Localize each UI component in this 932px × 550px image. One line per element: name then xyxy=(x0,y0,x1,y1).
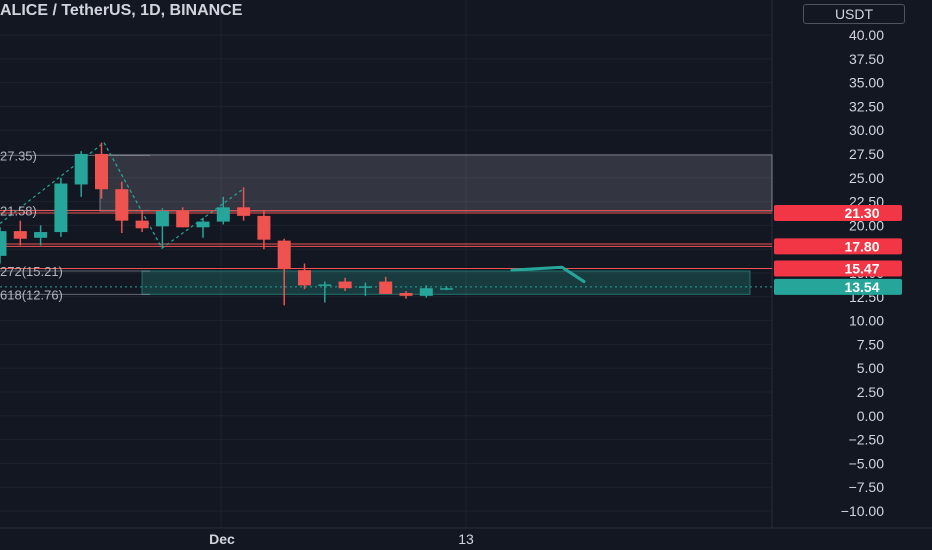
candle-body xyxy=(155,211,169,227)
zones xyxy=(0,154,773,295)
y-tick-label: 5.00 xyxy=(857,360,884,376)
candle-body xyxy=(196,221,210,228)
candle-body xyxy=(318,284,332,286)
y-tick-label: 35.00 xyxy=(849,75,884,91)
y-tick-label: −2.50 xyxy=(849,432,885,448)
price-labels: 21.30 17.80 15.47 13.54 xyxy=(774,205,902,295)
fib-label: 21.58) xyxy=(0,203,37,218)
y-tick-label: 37.50 xyxy=(849,51,884,67)
candle-body xyxy=(74,154,88,185)
y-tick-label: 32.50 xyxy=(849,98,884,114)
price-label-text: 13.54 xyxy=(844,279,879,295)
candle-body xyxy=(13,231,27,239)
candle-body xyxy=(115,189,129,221)
candle-body xyxy=(358,286,372,288)
fib-label: 27.35) xyxy=(0,148,37,163)
price-label-text: 15.47 xyxy=(844,261,879,277)
x-tick-label: 13 xyxy=(458,531,474,547)
price-label-bg xyxy=(774,205,902,222)
price-label-bg xyxy=(774,238,902,255)
y-tick-label: 20.00 xyxy=(849,217,884,233)
price-label-bg xyxy=(774,260,902,277)
fib-label: 618(12.76) xyxy=(0,287,63,302)
zone-box xyxy=(99,154,773,212)
candle-body xyxy=(216,207,230,222)
y-tick-label: −10.00 xyxy=(841,503,884,519)
candle-body xyxy=(95,154,108,190)
fib-labels: 27.35) 21.58) 272(15.21) 618(12.76) xyxy=(0,148,63,302)
y-tick-label: −5.00 xyxy=(849,455,885,471)
candle-body xyxy=(0,231,7,256)
arrow-drawing xyxy=(510,265,586,284)
candle-body xyxy=(135,220,149,229)
candle-body xyxy=(440,288,454,290)
candle-body xyxy=(338,281,352,289)
candle-body xyxy=(419,288,433,296)
pattern-line xyxy=(103,142,163,249)
candle-body xyxy=(399,292,413,296)
arrow-line xyxy=(510,265,586,284)
price-label-text: 21.30 xyxy=(844,205,879,221)
candle-body xyxy=(298,270,311,286)
y-tick-label: 10.00 xyxy=(849,313,884,329)
chart-title: ALICE / TetherUS, 1D, BINANCE xyxy=(0,2,243,19)
y-tick-label: 25.00 xyxy=(849,170,884,186)
time-axis: Dec 13 xyxy=(209,531,474,547)
y-tick-label: 7.50 xyxy=(857,336,884,352)
currency-selector[interactable]: USDT xyxy=(803,4,905,24)
grid xyxy=(0,0,932,529)
price-label-text: 17.80 xyxy=(844,238,879,254)
y-tick-label: −7.50 xyxy=(849,479,885,495)
fib-label: 272(15.21) xyxy=(0,264,63,279)
candle-body xyxy=(257,215,271,240)
candle-body xyxy=(379,281,393,294)
candle-body xyxy=(277,240,291,270)
y-tick-label: 27.50 xyxy=(849,146,884,162)
x-tick-label: Dec xyxy=(209,531,235,547)
candle-body xyxy=(176,211,190,228)
horizontal-lines xyxy=(0,210,772,288)
candle-body xyxy=(237,207,251,216)
y-tick-label: 40.00 xyxy=(849,27,884,43)
candle-body xyxy=(54,183,68,233)
price-label-bg xyxy=(774,278,902,295)
zone-box xyxy=(141,270,751,295)
candle-body xyxy=(34,232,48,238)
price-axis: 40.0037.5035.0032.5030.0027.5025.0022.50… xyxy=(841,27,884,519)
y-tick-label: 30.00 xyxy=(849,122,884,138)
y-tick-label: 0.00 xyxy=(857,408,884,424)
y-tick-label: 2.50 xyxy=(857,384,884,400)
candles xyxy=(0,142,454,306)
